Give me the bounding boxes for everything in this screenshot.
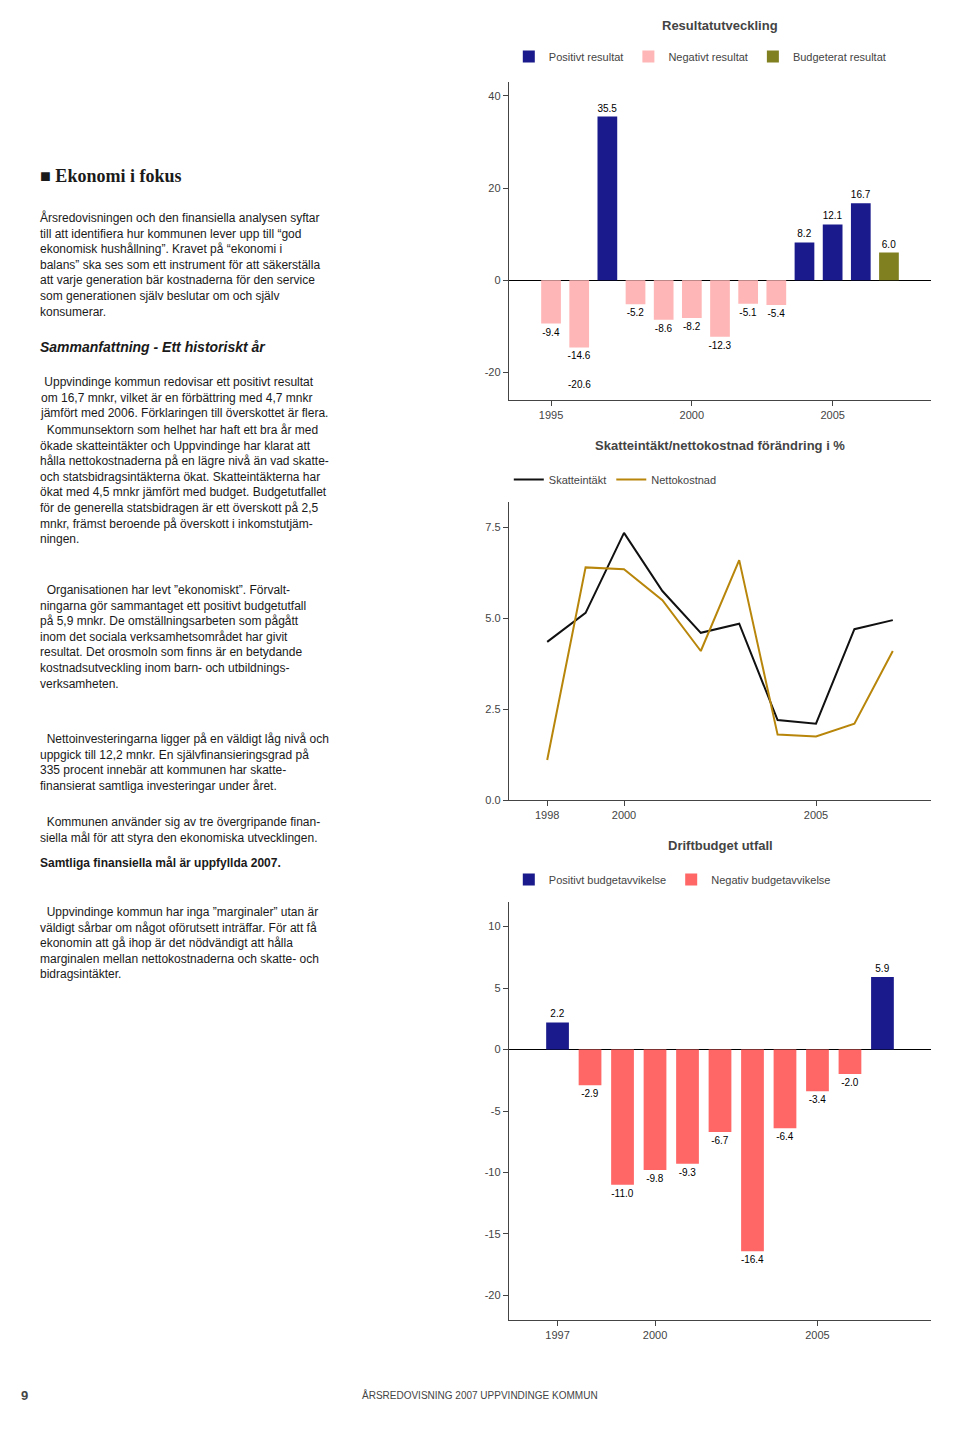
svg-text:20: 20 [488, 182, 500, 194]
svg-text:Driftbudget utfall: Driftbudget utfall [668, 838, 773, 853]
svg-text:Negativ budgetavvikelse: Negativ budgetavvikelse [711, 874, 830, 886]
svg-text:16.7: 16.7 [851, 189, 871, 200]
svg-text:1995: 1995 [539, 409, 563, 421]
svg-text:10: 10 [488, 920, 500, 932]
svg-text:-2.9: -2.9 [581, 1088, 599, 1099]
svg-text:Resultatutveckling: Resultatutveckling [662, 18, 778, 33]
svg-text:2000: 2000 [612, 809, 636, 821]
svg-text:-15: -15 [485, 1228, 501, 1240]
svg-text:-6.7: -6.7 [711, 1135, 729, 1146]
svg-text:2.5: 2.5 [485, 703, 500, 715]
svg-text:-8.6: -8.6 [655, 323, 673, 334]
svg-text:1998: 1998 [535, 809, 559, 821]
svg-text:-16.4: -16.4 [741, 1254, 764, 1265]
svg-text:-5.4: -5.4 [767, 308, 785, 319]
svg-text:-20: -20 [485, 1289, 501, 1301]
svg-text:-20: -20 [485, 366, 501, 378]
svg-text:-10: -10 [485, 1166, 501, 1178]
svg-text:2005: 2005 [805, 1329, 829, 1341]
svg-text:5: 5 [494, 982, 500, 994]
svg-text:Nettokostnad: Nettokostnad [651, 474, 716, 486]
svg-text:12.1: 12.1 [823, 210, 843, 221]
svg-text:Skatteintäkt/nettokostnad förä: Skatteintäkt/nettokostnad förändring i % [595, 438, 845, 453]
svg-text:2005: 2005 [804, 809, 828, 821]
svg-text:0.0: 0.0 [485, 794, 500, 806]
svg-text:-9.4: -9.4 [542, 327, 560, 338]
svg-text:Skatteintäkt: Skatteintäkt [549, 474, 606, 486]
svg-text:0: 0 [494, 274, 500, 286]
svg-text:-5: -5 [491, 1105, 501, 1117]
svg-text:-14.6: -14.6 [568, 350, 591, 361]
svg-text:7.5: 7.5 [485, 521, 500, 533]
svg-text:2000: 2000 [643, 1329, 667, 1341]
svg-text:40: 40 [488, 90, 500, 102]
svg-text:9: 9 [21, 1388, 28, 1403]
svg-text:-9.3: -9.3 [679, 1167, 697, 1178]
svg-text:6.0: 6.0 [882, 239, 896, 250]
svg-text:-6.4: -6.4 [776, 1131, 794, 1142]
svg-text:1997: 1997 [545, 1329, 569, 1341]
svg-text:-5.2: -5.2 [627, 307, 645, 318]
svg-text:Kommunsektorn som helhet har h: Kommunsektorn som helhet har haft ett br… [40, 423, 329, 546]
svg-text:Uppvindinge kommun har inga ”m: Uppvindinge kommun har inga ”marginaler”… [40, 905, 319, 981]
svg-text:35.5: 35.5 [597, 103, 617, 114]
svg-text:2.2: 2.2 [550, 1008, 564, 1019]
svg-text:2005: 2005 [820, 409, 844, 421]
svg-text:Kommunen använder sig av tre ö: Kommunen använder sig av tre övergripand… [40, 815, 320, 845]
svg-text:2000: 2000 [680, 409, 704, 421]
svg-text:Negativt resultat: Negativt resultat [668, 51, 747, 63]
svg-text:-2.0: -2.0 [841, 1077, 859, 1088]
svg-text:Sammanfattning - Ett historisk: Sammanfattning - Ett historiskt år [40, 339, 266, 355]
svg-text:Uppvindinge kommun redovisar e: Uppvindinge kommun redovisar ett positiv… [40, 375, 328, 420]
svg-text:5.0: 5.0 [485, 612, 500, 624]
svg-text:-20.6: -20.6 [568, 379, 591, 390]
svg-text:-12.3: -12.3 [708, 340, 731, 351]
svg-text:Årsredovisningen och den finan: Årsredovisningen och den finansiella ana… [40, 210, 320, 319]
svg-text:8.2: 8.2 [797, 228, 811, 239]
svg-text:Positivt resultat: Positivt resultat [549, 51, 624, 63]
svg-text:Budgeterat resultat: Budgeterat resultat [793, 51, 886, 63]
svg-text:5.9: 5.9 [875, 963, 889, 974]
svg-text:Samtliga finansiella mål är up: Samtliga finansiella mål är uppfyllda 20… [40, 856, 281, 870]
svg-text:Positivt budgetavvikelse: Positivt budgetavvikelse [549, 874, 666, 886]
svg-text:ÅRSREDOVISNING 2007 UPPVINDING: ÅRSREDOVISNING 2007 UPPVINDINGE KOMMUN [362, 1389, 598, 1401]
svg-text:Nettoinvesteringarna ligger på: Nettoinvesteringarna ligger på en väldig… [40, 732, 329, 793]
svg-text:-11.0: -11.0 [611, 1188, 633, 1199]
svg-text:-3.4: -3.4 [809, 1094, 827, 1105]
svg-text:-5.1: -5.1 [739, 307, 757, 318]
svg-text:-9.8: -9.8 [646, 1173, 664, 1184]
svg-text:Organisationen har levt ”ekono: Organisationen har levt ”ekonomiskt”. Fö… [40, 583, 306, 691]
svg-text:-8.2: -8.2 [683, 321, 701, 332]
svg-text:0: 0 [494, 1043, 500, 1055]
svg-text:■ Ekonomi i fokus: ■ Ekonomi i fokus [40, 166, 181, 186]
